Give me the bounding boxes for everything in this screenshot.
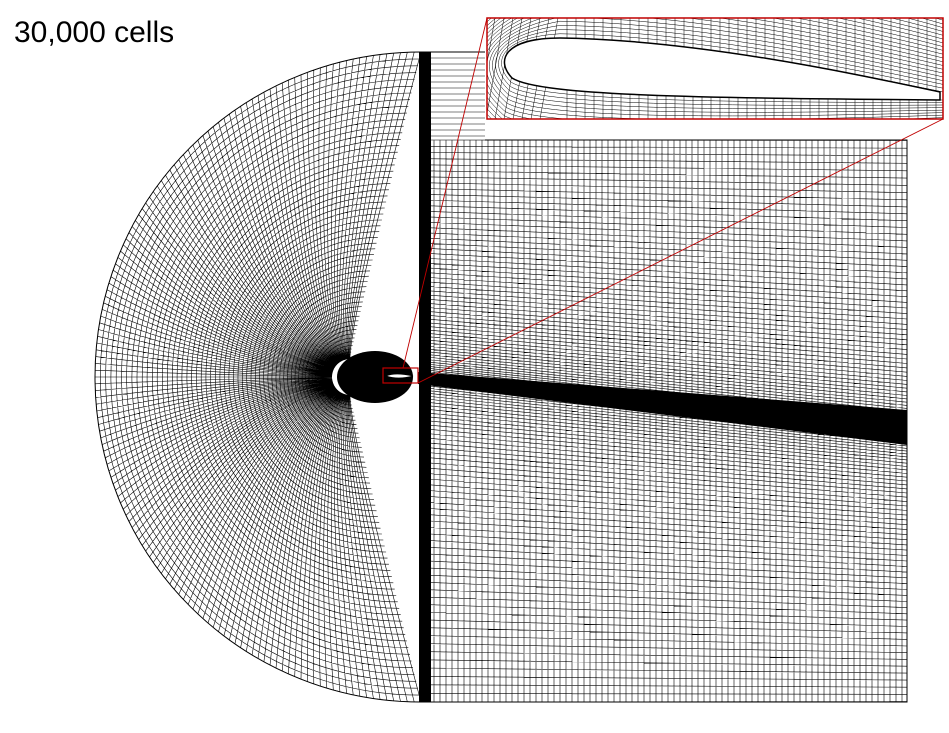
dense-core <box>337 351 413 403</box>
mesh-domain <box>94 51 908 703</box>
dense-mesh-bands <box>337 52 907 702</box>
zoom-connector-left <box>402 17 488 369</box>
dense-wake-band <box>418 372 907 445</box>
inset-closeup <box>486 17 944 120</box>
airfoil <box>384 373 414 379</box>
inset-frame <box>486 17 944 120</box>
cell-count-label: 30,000 cells <box>14 16 175 49</box>
domain-outline <box>94 51 908 703</box>
zoom-connector-right <box>417 118 944 384</box>
mesh-gridlines <box>95 52 907 702</box>
inset-airfoil <box>503 37 941 101</box>
zoom-box <box>382 367 419 384</box>
zoom-callout <box>382 17 944 384</box>
mesh-lines <box>95 52 907 702</box>
